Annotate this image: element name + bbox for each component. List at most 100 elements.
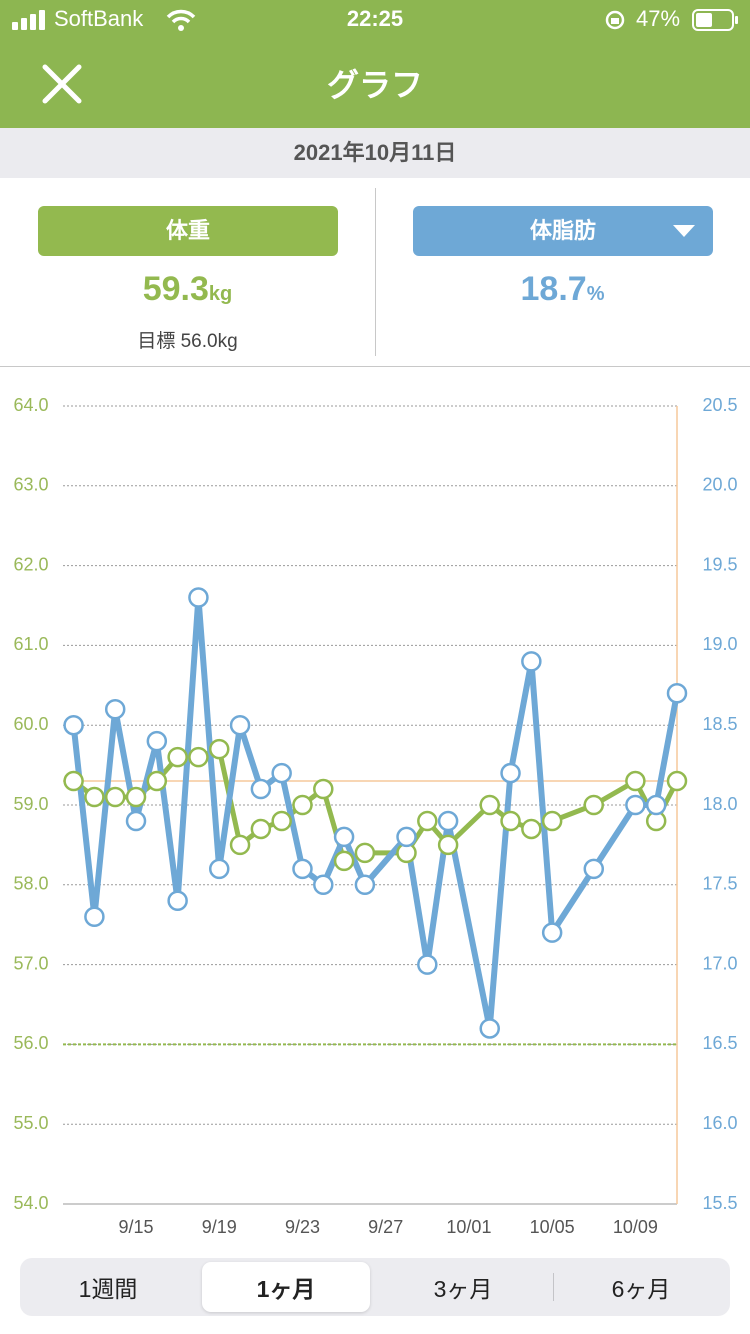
signal-icon	[12, 10, 45, 30]
data-point	[84, 786, 105, 808]
y2-tick-label: 18.0	[702, 794, 737, 814]
wifi-icon	[166, 9, 196, 31]
data-point	[541, 922, 563, 943]
data-point	[208, 738, 230, 760]
weight-label: 体重	[165, 218, 210, 243]
data-point	[417, 954, 438, 975]
data-point	[354, 874, 376, 896]
data-point	[146, 730, 168, 752]
data-point	[583, 794, 605, 816]
data-point	[333, 826, 355, 848]
weight-button[interactable]: 体重	[38, 206, 338, 256]
data-point	[229, 714, 251, 736]
data-point	[666, 683, 688, 704]
data-point	[250, 818, 272, 840]
y-tick-label: 64.0	[13, 395, 48, 415]
goal-label: 目標	[137, 331, 176, 352]
rotation-lock-icon	[605, 10, 625, 30]
y-tick-label: 59.0	[13, 794, 48, 814]
period-tab[interactable]: 3ヶ月	[433, 1276, 493, 1302]
y-tick-label: 56.0	[13, 1033, 48, 1053]
data-point	[188, 746, 209, 768]
data-point	[354, 842, 376, 864]
y2-tick-label: 19.0	[702, 634, 737, 654]
tab-divider	[553, 1273, 554, 1301]
header-bar	[0, 0, 750, 128]
weight-number: 59.3	[142, 270, 209, 308]
data-point	[250, 778, 272, 800]
y-tick-label: 58.0	[13, 874, 48, 894]
data-point	[417, 810, 438, 832]
x-tick-label: 10/01	[446, 1217, 491, 1237]
y2-tick-label: 17.0	[702, 953, 737, 973]
data-point	[666, 770, 688, 792]
data-point	[333, 850, 355, 872]
goal-value: 56.0	[180, 331, 218, 352]
data-point	[229, 834, 251, 856]
data-point	[437, 834, 459, 856]
data-point	[313, 778, 334, 800]
data-point	[396, 826, 417, 848]
weight-unit: kg	[208, 283, 233, 305]
y2-tick-label: 16.0	[702, 1113, 737, 1133]
y2-tick-label: 20.0	[702, 475, 737, 495]
data-point	[63, 714, 84, 736]
body-fat-unit: %	[586, 283, 605, 305]
dropdown-arrow	[673, 225, 695, 237]
data-point	[479, 1018, 500, 1039]
data-point	[541, 810, 563, 832]
goal-unit: kg	[217, 331, 238, 352]
x-tick-label: 10/05	[530, 1217, 575, 1237]
divider	[375, 188, 376, 356]
data-point	[125, 786, 147, 808]
data-point	[583, 858, 605, 880]
close-button[interactable]	[40, 62, 84, 106]
data-point	[188, 587, 209, 608]
period-tab[interactable]: 1ヶ月	[256, 1276, 316, 1302]
data-point	[146, 770, 168, 792]
data-point	[84, 906, 105, 927]
data-point	[292, 794, 313, 816]
y2-tick-label: 20.5	[702, 395, 737, 415]
data-point	[521, 818, 542, 840]
data-point	[125, 810, 147, 832]
data-point	[271, 762, 292, 784]
x-tick-label: 9/19	[202, 1217, 237, 1237]
data-point	[313, 874, 334, 896]
y2-tick-label: 15.5	[702, 1193, 737, 1213]
date: 2021年10月11日	[0, 128, 750, 178]
data-point	[437, 810, 459, 832]
y-tick-label: 61.0	[13, 634, 48, 654]
data-point	[167, 890, 188, 912]
y-tick-label: 62.0	[13, 554, 48, 574]
series-line	[70, 594, 680, 1032]
y2-tick-label: 17.5	[702, 874, 737, 894]
screen-title: グラフ	[326, 67, 423, 103]
y2-tick-label: 19.5	[702, 554, 737, 574]
body-fat-label: 体脂肪	[529, 218, 596, 243]
battery-icon	[692, 9, 738, 31]
data-point	[521, 651, 542, 672]
y2-tick-label: 18.5	[702, 714, 737, 734]
chart: 54.0 55.0 56.0 57.0 58.0 59.0 60.0 61.0 62.0 63.0…	[13, 395, 737, 1237]
y-tick-label: 57.0	[13, 953, 48, 973]
data-point	[208, 858, 230, 880]
period-tab[interactable]: 1週間	[78, 1276, 138, 1302]
data-point	[500, 810, 521, 832]
period-selector	[20, 1258, 730, 1316]
data-point	[104, 698, 126, 720]
data-point	[645, 794, 667, 816]
period-tab[interactable]: 6ヶ月	[611, 1276, 671, 1302]
body-fat-number: 18.7	[520, 270, 587, 308]
x-tick-label: 9/23	[285, 1217, 320, 1237]
clock: 22:25	[346, 6, 404, 31]
separator	[0, 366, 750, 367]
x-tick-label: 9/15	[118, 1217, 153, 1237]
carrier: SoftBank	[54, 6, 144, 31]
x-tick-label: 9/27	[368, 1217, 403, 1237]
body-fat-button[interactable]: 体脂肪	[413, 206, 713, 256]
body-fat-value: 18.7%	[375, 270, 750, 309]
data-point	[292, 858, 313, 880]
data-point	[63, 770, 84, 792]
